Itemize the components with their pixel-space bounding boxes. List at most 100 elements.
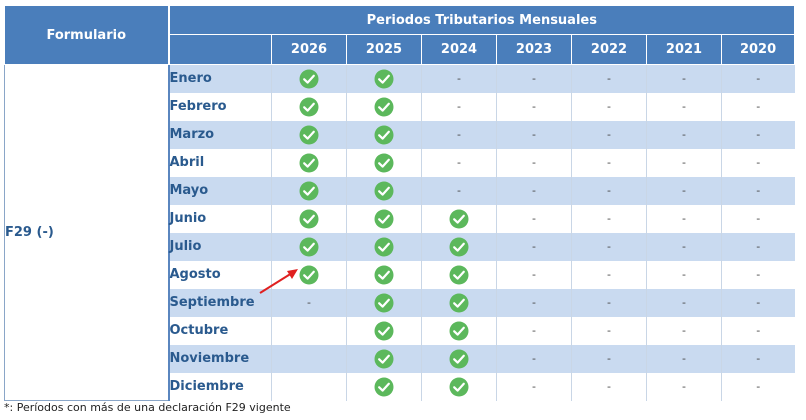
check-circle-icon <box>374 237 394 256</box>
period-cell[interactable] <box>346 148 422 177</box>
month-label: Abril <box>167 148 272 177</box>
month-label: Enero <box>167 64 272 93</box>
period-cell[interactable] <box>421 260 497 289</box>
period-cell[interactable] <box>271 260 347 289</box>
period-cell[interactable] <box>271 64 347 93</box>
period-cell[interactable] <box>271 92 347 121</box>
period-cell: - <box>496 260 572 289</box>
periodos-table: Formulario Periodos Tributarios Mensuale… <box>4 5 796 401</box>
period-cell: - <box>646 148 722 177</box>
period-cell[interactable] <box>346 232 422 261</box>
month-label: Diciembre <box>167 372 272 401</box>
period-cell: - <box>571 204 647 233</box>
check-circle-icon <box>299 209 319 228</box>
month-column-header <box>168 34 272 65</box>
period-cell[interactable] <box>421 344 497 373</box>
empty-period-dash: - <box>457 100 461 113</box>
month-label: Febrero <box>167 92 272 121</box>
period-cell[interactable] <box>346 372 422 401</box>
table-row: Abril - - - - - <box>5 148 795 177</box>
period-cell: - <box>720 204 795 233</box>
empty-period-dash: - <box>682 240 686 253</box>
empty-period-dash: - <box>756 268 761 281</box>
period-cell[interactable] <box>421 288 497 317</box>
empty-period-dash: - <box>682 352 686 365</box>
period-cell: - <box>571 372 647 401</box>
period-cell[interactable] <box>346 344 422 373</box>
empty-period-dash: - <box>756 212 761 225</box>
period-cell: - <box>646 120 722 149</box>
empty-period-dash: - <box>607 156 611 169</box>
period-cell: - <box>496 64 572 93</box>
empty-period-dash: - <box>756 100 761 113</box>
year-header-2024: 2024 <box>421 34 497 65</box>
empty-period-dash: - <box>607 184 611 197</box>
check-circle-icon <box>449 321 469 340</box>
check-circle-icon <box>374 69 394 89</box>
empty-period-dash: - <box>607 380 611 393</box>
period-cell[interactable] <box>346 64 422 93</box>
period-cell: - <box>496 232 572 261</box>
check-circle-icon <box>374 97 394 116</box>
year-header-2020: 2020 <box>720 34 796 65</box>
empty-period-dash: - <box>756 184 761 197</box>
empty-period-dash: - <box>682 324 686 337</box>
month-label: Octubre <box>167 316 272 345</box>
period-cell[interactable] <box>271 148 347 177</box>
empty-period-dash: - <box>532 212 536 225</box>
period-cell[interactable] <box>421 204 497 233</box>
period-cell: - <box>571 148 647 177</box>
empty-period-dash: - <box>607 100 611 113</box>
year-header-2022: 2022 <box>571 34 647 65</box>
month-label: Noviembre <box>167 344 272 373</box>
period-cell: - <box>571 120 647 149</box>
period-cell[interactable] <box>271 120 347 149</box>
period-cell[interactable] <box>271 232 347 261</box>
empty-period-dash: - <box>607 240 611 253</box>
check-circle-icon <box>374 293 394 312</box>
period-cell[interactable] <box>421 316 497 345</box>
period-cell: - <box>421 176 497 205</box>
period-cell: - <box>571 232 647 261</box>
period-cell[interactable] <box>421 372 497 401</box>
period-cell[interactable] <box>346 316 422 345</box>
empty-period-dash: - <box>532 128 536 141</box>
empty-period-dash: - <box>532 268 536 281</box>
empty-period-dash: - <box>457 72 461 86</box>
check-circle-icon <box>374 153 394 172</box>
period-cell: - <box>496 288 572 317</box>
period-cell: - <box>496 148 572 177</box>
period-cell[interactable] <box>346 92 422 121</box>
period-cell: - <box>421 120 497 149</box>
empty-period-dash: - <box>682 296 686 309</box>
table-row: Febrero - - - - - <box>5 92 795 121</box>
period-cell: - <box>571 316 647 345</box>
empty-period-dash: - <box>756 240 761 253</box>
table-row: Octubre - - - - <box>5 316 795 345</box>
check-circle-icon <box>449 209 469 228</box>
period-cell: - <box>646 92 722 121</box>
month-label: Marzo <box>167 120 272 149</box>
period-cell[interactable] <box>346 204 422 233</box>
month-label: Septiembre <box>167 288 272 317</box>
period-cell: - <box>421 148 497 177</box>
table-row: F29 (-) Enero - - - - - <box>4 64 795 401</box>
check-circle-icon <box>449 349 469 368</box>
period-cell[interactable] <box>346 176 422 205</box>
month-label: Junio <box>167 204 272 233</box>
empty-period-dash: - <box>607 128 611 141</box>
period-cell[interactable] <box>271 204 347 233</box>
period-cell[interactable] <box>346 260 422 289</box>
period-cell[interactable] <box>346 288 422 317</box>
period-cell: - <box>646 260 722 289</box>
period-cell: - <box>571 92 647 121</box>
empty-period-dash: - <box>532 380 536 393</box>
period-cell[interactable] <box>346 120 422 149</box>
period-cell[interactable] <box>271 176 347 205</box>
empty-period-dash: - <box>532 352 536 365</box>
check-circle-icon <box>374 209 394 228</box>
empty-period-dash: - <box>756 128 761 141</box>
period-cell[interactable] <box>421 232 497 261</box>
empty-period-dash: - <box>532 100 536 113</box>
check-circle-icon <box>374 125 394 144</box>
